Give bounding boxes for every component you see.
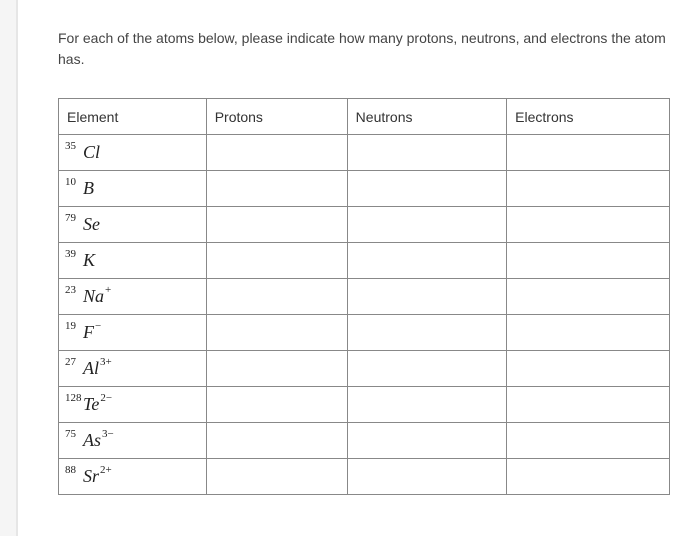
charge: 2+: [100, 465, 112, 476]
table-row: 79 Se: [59, 207, 670, 243]
mass-number: 27: [65, 357, 76, 368]
charge: 3+: [100, 357, 112, 368]
electrons-cell[interactable]: [507, 459, 670, 495]
element-cell: 75 As3−: [59, 423, 207, 459]
mass-number: 10: [65, 177, 76, 188]
electrons-cell[interactable]: [507, 351, 670, 387]
element-cell: 39 K: [59, 243, 207, 279]
isotope-notation: 35 Cl: [65, 143, 100, 161]
element-symbol: F: [83, 322, 94, 342]
neutrons-cell[interactable]: [347, 387, 506, 423]
table-row: 27 Al3+: [59, 351, 670, 387]
neutrons-cell[interactable]: [347, 279, 506, 315]
element-symbol: As: [83, 430, 101, 450]
element-cell: 10 B: [59, 171, 207, 207]
isotope-notation: 128Te2−: [65, 395, 99, 413]
mass-number: 128: [65, 393, 82, 404]
neutrons-cell[interactable]: [347, 243, 506, 279]
electrons-cell[interactable]: [507, 279, 670, 315]
neutrons-cell[interactable]: [347, 171, 506, 207]
col-protons: Protons: [206, 99, 347, 135]
neutrons-cell[interactable]: [347, 423, 506, 459]
element-cell: 35 Cl: [59, 135, 207, 171]
table-row: 35 Cl: [59, 135, 670, 171]
element-symbol: Cl: [83, 142, 100, 162]
mass-number: 23: [65, 285, 76, 296]
protons-cell[interactable]: [206, 135, 347, 171]
isotope-notation: 79 Se: [65, 215, 100, 233]
mass-number: 19: [65, 321, 76, 332]
table-row: 88 Sr2+: [59, 459, 670, 495]
element-cell: 23 Na+: [59, 279, 207, 315]
protons-cell[interactable]: [206, 171, 347, 207]
charge: +: [105, 285, 111, 296]
header-row: Element Protons Neutrons Electrons: [59, 99, 670, 135]
element-cell: 27 Al3+: [59, 351, 207, 387]
neutrons-cell[interactable]: [347, 207, 506, 243]
mass-number: 88: [65, 465, 76, 476]
electrons-cell[interactable]: [507, 243, 670, 279]
table-body: 35 Cl 10 B 79 Se 39 K 23 Na+19 F− 27 Al3+ 128Te2− 75 As…: [59, 135, 670, 495]
electrons-cell[interactable]: [507, 171, 670, 207]
protons-cell[interactable]: [206, 423, 347, 459]
protons-cell[interactable]: [206, 351, 347, 387]
element-symbol: Na: [83, 286, 104, 306]
mass-number: 79: [65, 213, 76, 224]
col-neutrons: Neutrons: [347, 99, 506, 135]
element-symbol: B: [83, 178, 94, 198]
table-row: 128Te2−: [59, 387, 670, 423]
element-symbol: Sr: [83, 466, 99, 486]
electrons-cell[interactable]: [507, 423, 670, 459]
electrons-cell[interactable]: [507, 315, 670, 351]
col-electrons: Electrons: [507, 99, 670, 135]
protons-cell[interactable]: [206, 243, 347, 279]
isotope-notation: 75As3−: [65, 431, 101, 449]
table-row: 75 As3−: [59, 423, 670, 459]
neutrons-cell[interactable]: [347, 351, 506, 387]
element-cell: 88 Sr2+: [59, 459, 207, 495]
col-element: Element: [59, 99, 207, 135]
neutrons-cell[interactable]: [347, 459, 506, 495]
table-row: 19 F−: [59, 315, 670, 351]
mass-number: 75: [65, 429, 76, 440]
isotope-notation: 10 B: [65, 179, 94, 197]
table-row: 23 Na+: [59, 279, 670, 315]
charge: 3−: [102, 429, 114, 440]
element-symbol: Te: [83, 394, 99, 414]
charge: 2−: [100, 393, 112, 404]
mass-number: 35: [65, 141, 76, 152]
instructions-text: For each of the atoms below, please indi…: [58, 28, 668, 70]
worksheet-page: For each of the atoms below, please indi…: [16, 0, 700, 536]
isotope-notation: 19F−: [65, 323, 94, 341]
element-symbol: K: [83, 250, 95, 270]
protons-cell[interactable]: [206, 459, 347, 495]
isotope-notation: 88Sr2+: [65, 467, 99, 485]
element-cell: 79 Se: [59, 207, 207, 243]
neutrons-cell[interactable]: [347, 135, 506, 171]
table-row: 39 K: [59, 243, 670, 279]
electrons-cell[interactable]: [507, 387, 670, 423]
element-symbol: Se: [83, 214, 100, 234]
protons-cell[interactable]: [206, 279, 347, 315]
charge: −: [95, 321, 101, 332]
electrons-cell[interactable]: [507, 207, 670, 243]
protons-cell[interactable]: [206, 315, 347, 351]
mass-number: 39: [65, 249, 76, 260]
atoms-table: Element Protons Neutrons Electrons 35 Cl 1…: [58, 98, 670, 495]
isotope-notation: 23Na+: [65, 287, 104, 305]
table-row: 10 B: [59, 171, 670, 207]
isotope-notation: 39 K: [65, 251, 95, 269]
isotope-notation: 27Al3+: [65, 359, 99, 377]
element-cell: 19 F−: [59, 315, 207, 351]
element-symbol: Al: [83, 358, 99, 378]
neutrons-cell[interactable]: [347, 315, 506, 351]
protons-cell[interactable]: [206, 207, 347, 243]
electrons-cell[interactable]: [507, 135, 670, 171]
element-cell: 128Te2−: [59, 387, 207, 423]
protons-cell[interactable]: [206, 387, 347, 423]
